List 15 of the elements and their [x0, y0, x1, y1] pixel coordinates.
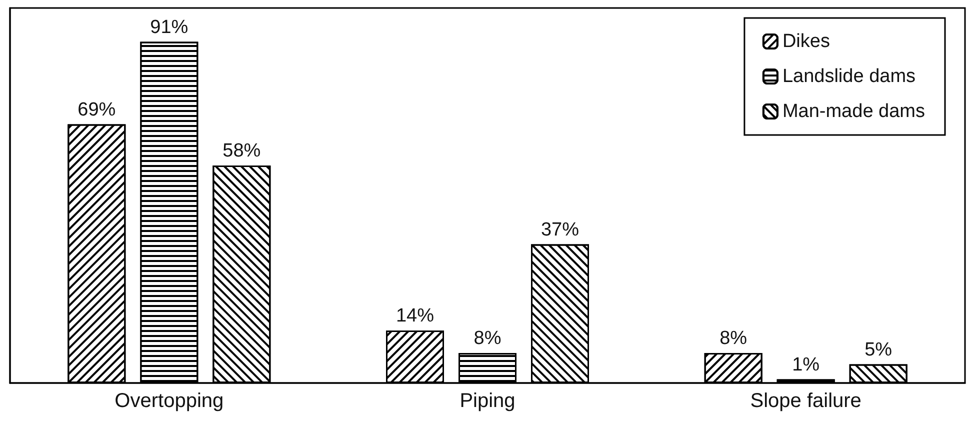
- data-label: 91%: [150, 16, 188, 38]
- data-label: 8%: [720, 328, 748, 349]
- data-label: 8%: [474, 328, 502, 349]
- data-label: 69%: [78, 99, 116, 120]
- data-label: 37%: [540, 219, 580, 240]
- x-tick-label: Overtopping: [114, 390, 224, 412]
- data-label: 58%: [222, 140, 261, 162]
- data-label: 14%: [396, 306, 434, 326]
- legend-label: Landslide dams: [782, 66, 916, 87]
- data-label: 1%: [792, 354, 820, 376]
- legend-label: Man-made dams: [782, 101, 926, 122]
- x-tick-label: Slope failure: [750, 390, 862, 412]
- legend-label: Dikes: [782, 31, 830, 52]
- x-tick-label: Piping: [460, 390, 516, 412]
- data-label: 5%: [864, 339, 892, 360]
